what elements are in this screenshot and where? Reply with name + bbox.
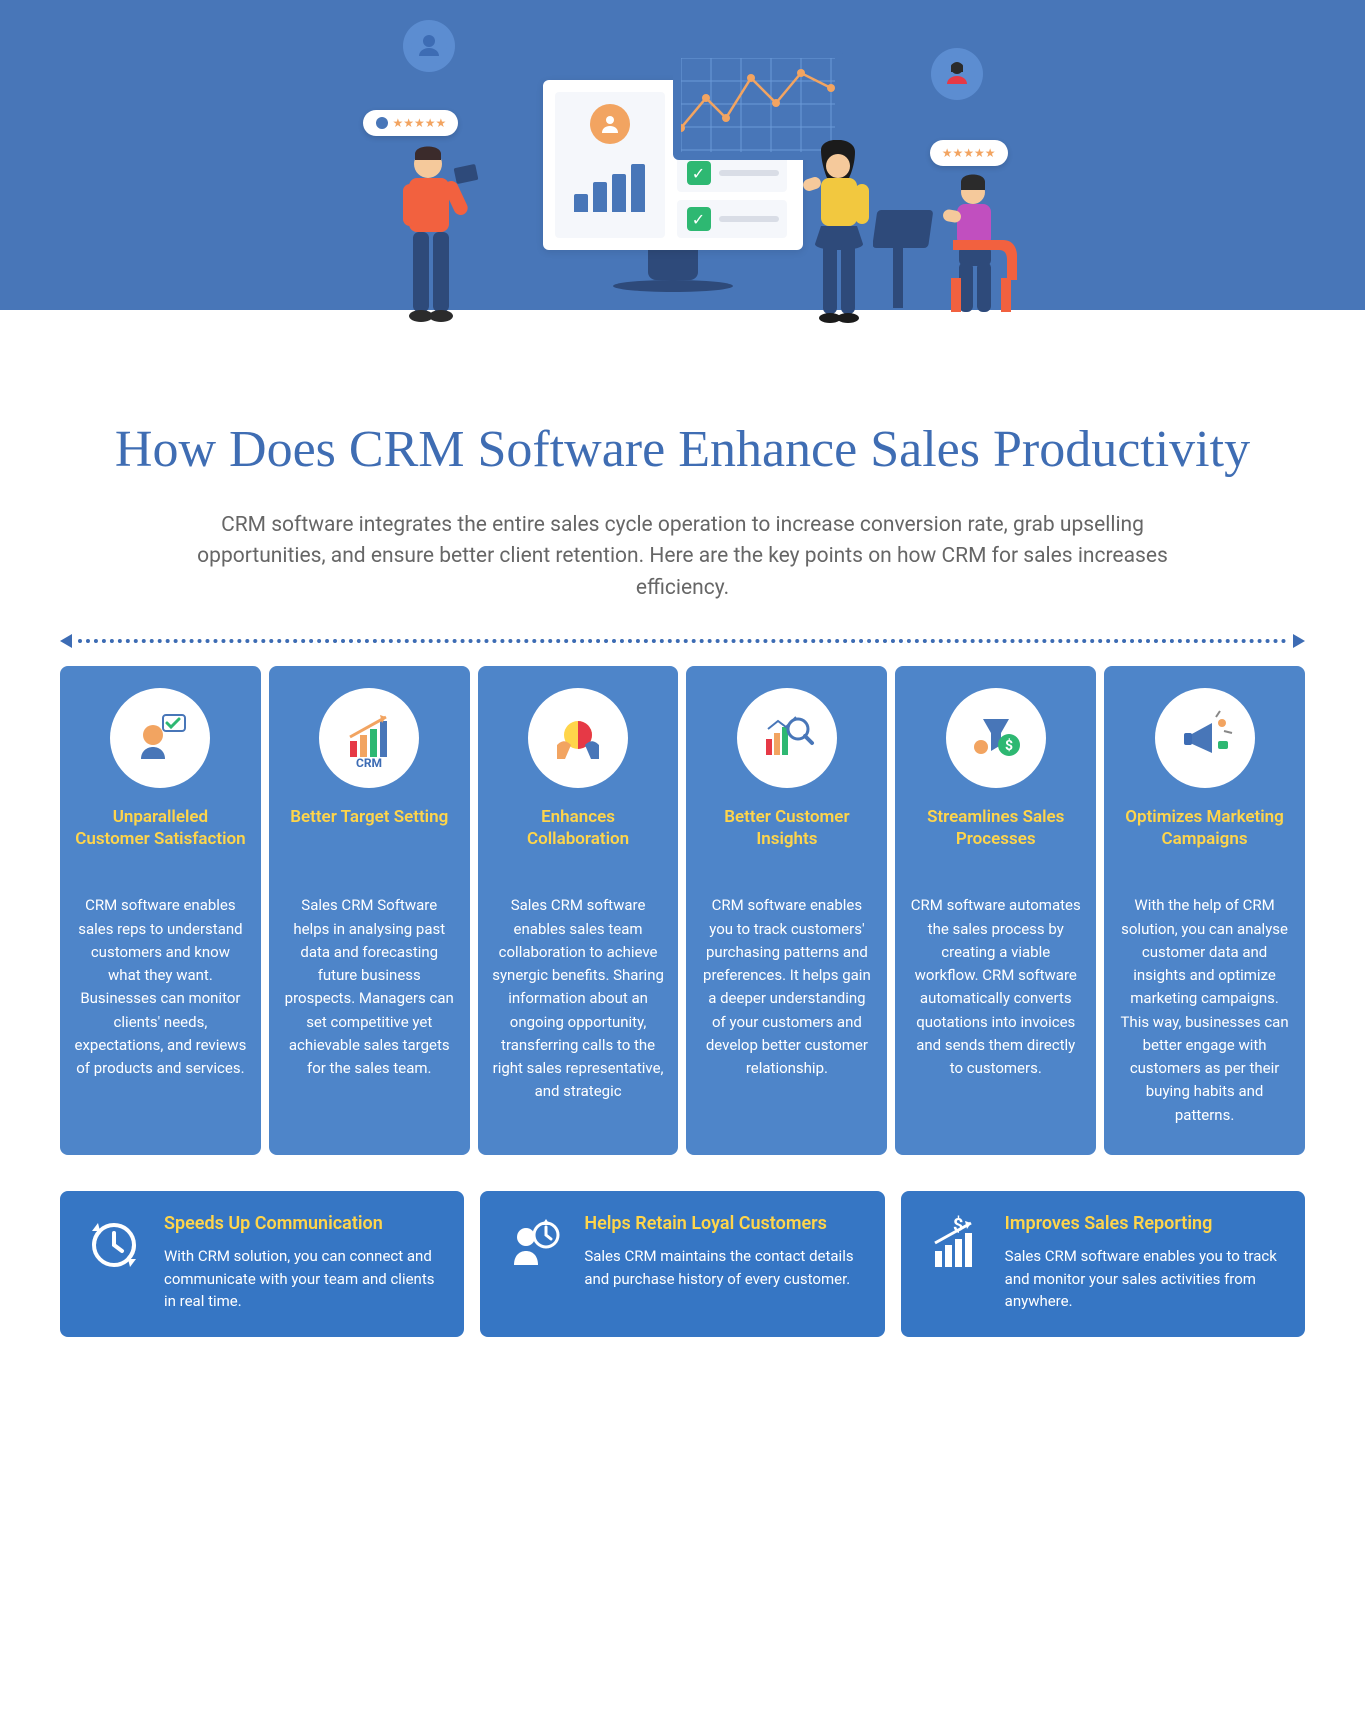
- bottom-card-title: Helps Retain Loyal Customers: [584, 1213, 862, 1236]
- mini-bar-chart: [555, 162, 665, 212]
- feature-card-0: Unparalleled Customer Satisfaction CRM s…: [60, 666, 261, 1155]
- content-section: How Does CRM Software Enhance Sales Prod…: [0, 310, 1365, 1377]
- bottom-card-body: Sales CRM maintains the contact details …: [584, 1245, 862, 1290]
- feature-cards-grid: Unparalleled Customer Satisfaction CRM s…: [60, 666, 1305, 1155]
- dollar-bars-icon: [923, 1213, 987, 1277]
- bottom-card-1: Helps Retain Loyal Customers Sales CRM m…: [480, 1191, 884, 1337]
- feature-card-title: Unparalleled Customer Satisfaction: [74, 806, 247, 872]
- bottom-card-body: With CRM solution, you can connect and c…: [164, 1245, 442, 1313]
- bottom-card-title: Speeds Up Communication: [164, 1213, 442, 1236]
- feature-card-body: With the help of CRM solution, you can a…: [1118, 894, 1291, 1127]
- hero-illustration: ★★★★★ ★★★★★ ✓ ✓: [303, 20, 1063, 380]
- avatar-bubble-1: [403, 20, 455, 72]
- user-check-icon: [110, 688, 210, 788]
- feature-card-body: Sales CRM Software helps in analysing pa…: [283, 894, 456, 1080]
- user-clock-icon: [502, 1213, 566, 1277]
- check-icon: ✓: [687, 207, 711, 231]
- review-badge-left: ★★★★★: [363, 110, 459, 136]
- check-icon: ✓: [687, 161, 711, 185]
- arrow-right-icon: [1293, 634, 1305, 648]
- feature-card-2: Enhances Collaboration Sales CRM softwar…: [478, 666, 679, 1155]
- feature-card-title: Better Target Setting: [290, 806, 448, 872]
- review-badge-right: ★★★★★: [930, 140, 1008, 166]
- hands-puzzle-icon: [528, 688, 628, 788]
- feature-card-3: Better Customer Insights CRM software en…: [686, 666, 887, 1155]
- chart-magnify-icon: [737, 688, 837, 788]
- page-subtitle: CRM software integrates the entire sales…: [183, 510, 1183, 605]
- bottom-card-0: Speeds Up Communication With CRM solutio…: [60, 1191, 464, 1337]
- funnel-dollar-icon: [946, 688, 1046, 788]
- dotted-divider: [60, 634, 1305, 648]
- bottom-card-title: Improves Sales Reporting: [1005, 1213, 1283, 1236]
- clock-arrows-icon: [82, 1213, 146, 1277]
- person-left: [373, 140, 493, 360]
- feature-card-title: Optimizes Marketing Campaigns: [1118, 806, 1291, 872]
- feature-card-body: Sales CRM software enables sales team co…: [492, 894, 665, 1103]
- feature-card-5: Optimizes Marketing Campaigns With the h…: [1104, 666, 1305, 1155]
- arrow-left-icon: [60, 634, 72, 648]
- feature-card-4: Streamlines Sales Processes CRM software…: [895, 666, 1096, 1155]
- page-title: How Does CRM Software Enhance Sales Prod…: [60, 420, 1305, 480]
- bottom-card-body: Sales CRM software enables you to track …: [1005, 1245, 1283, 1313]
- feature-card-body: CRM software enables sales reps to under…: [74, 894, 247, 1080]
- check-row-2: ✓: [677, 200, 787, 238]
- person-right: [873, 170, 1043, 360]
- avatar-icon: [590, 104, 630, 144]
- feature-card-title: Better Customer Insights: [700, 806, 873, 872]
- megaphone-icon: [1155, 688, 1255, 788]
- feature-card-title: Enhances Collaboration: [492, 806, 665, 872]
- bottom-cards-grid: Speeds Up Communication With CRM solutio…: [60, 1191, 1305, 1337]
- hero-section: ★★★★★ ★★★★★ ✓ ✓: [0, 0, 1365, 310]
- bottom-card-2: Improves Sales Reporting Sales CRM softw…: [901, 1191, 1305, 1337]
- feature-card-title: Streamlines Sales Processes: [909, 806, 1082, 872]
- crm-bars-icon: [319, 688, 419, 788]
- feature-card-body: CRM software enables you to track custom…: [700, 894, 873, 1080]
- avatar-bubble-2: [931, 48, 983, 100]
- feature-card-1: Better Target Setting Sales CRM Software…: [269, 666, 470, 1155]
- monitor-panel-left: [555, 92, 665, 238]
- feature-card-body: CRM software automates the sales process…: [909, 894, 1082, 1080]
